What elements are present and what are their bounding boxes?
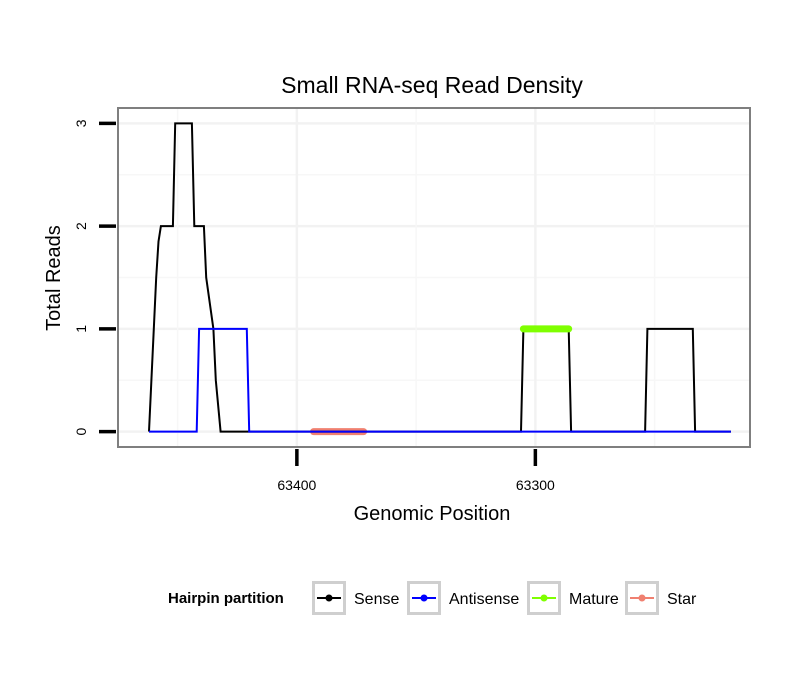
y-tick-label: 3 <box>73 119 89 127</box>
series-antisense-line <box>149 327 731 433</box>
x-tick-label: 63400 <box>277 477 316 493</box>
y-axis-label: Total Reads <box>43 225 65 331</box>
x-tick-label: 63300 <box>516 477 555 493</box>
y-tick-label: 0 <box>73 427 89 435</box>
y-tick-label: 2 <box>73 222 89 230</box>
plot-border <box>117 107 751 448</box>
legend-label-antisense: Antisense <box>449 591 519 608</box>
y-axis: 0 1 2 3 <box>73 119 116 435</box>
y-tick-label: 1 <box>73 325 89 333</box>
legend-key-point <box>325 594 333 602</box>
series-group <box>148 122 731 436</box>
x-axis-label: Genomic Position <box>354 503 511 525</box>
legend-title: Hairpin partition <box>168 590 284 607</box>
legend-key-point <box>540 594 548 602</box>
legend-label-sense: Sense <box>354 591 399 608</box>
x-axis: 63400 63300 <box>277 449 555 493</box>
series-sense-line <box>148 122 731 433</box>
chart-title: Small RNA-seq Read Density <box>281 72 583 98</box>
grid <box>118 108 750 447</box>
legend-label-mature: Mature <box>569 591 619 608</box>
legend: Hairpin partition Sense Antisense Mature St… <box>168 581 697 615</box>
legend-key-point <box>638 594 646 602</box>
legend-label-star: Star <box>667 591 697 608</box>
legend-key-point <box>420 594 428 602</box>
